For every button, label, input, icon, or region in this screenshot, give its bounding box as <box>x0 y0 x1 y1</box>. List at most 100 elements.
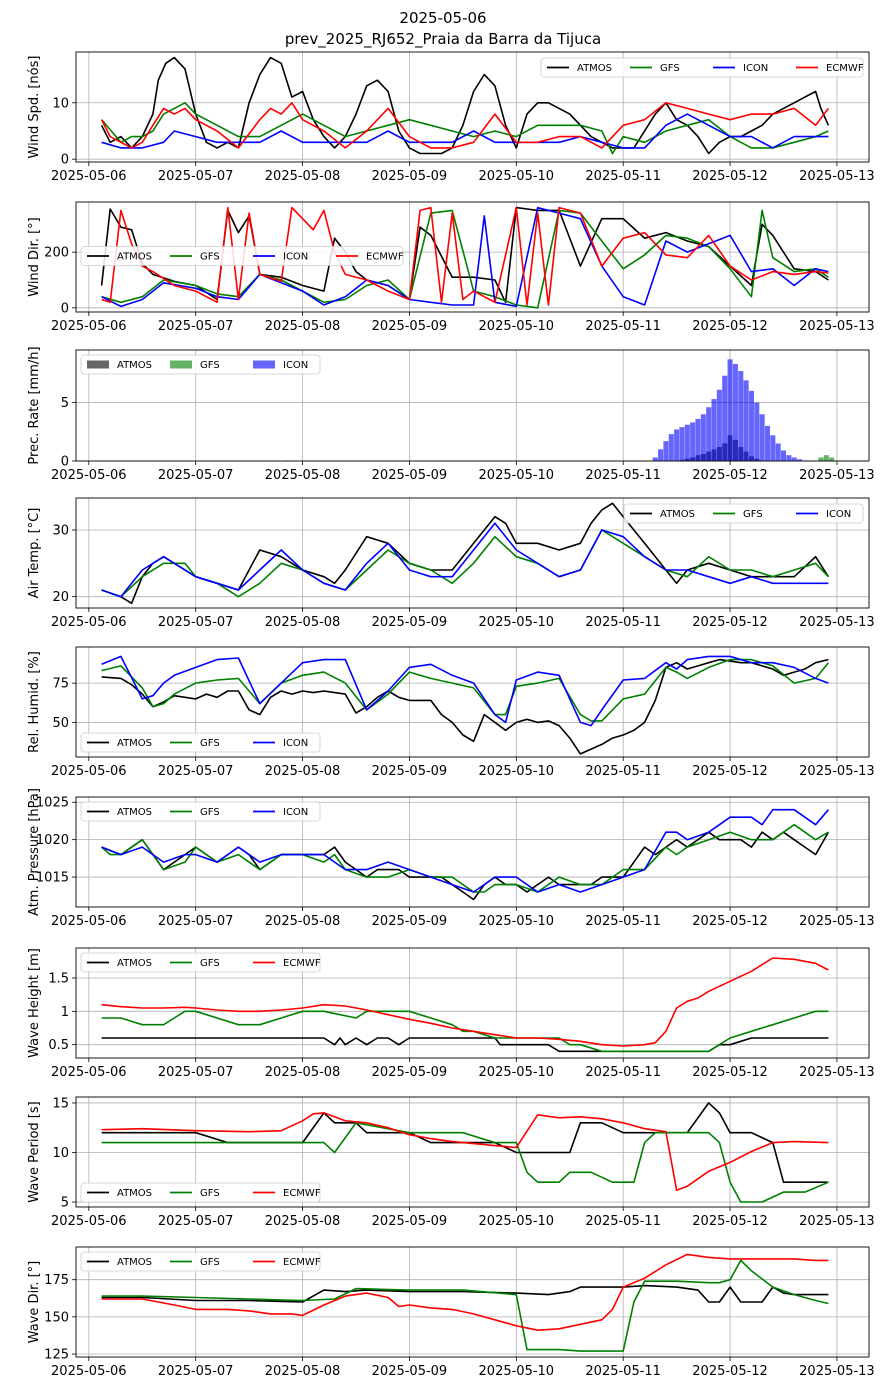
series-line-gfs <box>100 102 829 155</box>
y-tick-label: 75 <box>52 677 69 692</box>
legend-label-atmos: ATMOS <box>117 738 152 749</box>
y-tick-label: 50 <box>52 716 69 731</box>
plot-area <box>101 957 829 1053</box>
y-axis-label: Wind Spd. [nós] <box>27 56 42 159</box>
axes-frame <box>75 947 870 1059</box>
x-tick-label: 2025-05-08 <box>265 169 341 184</box>
x-tick-label: 2025-05-06 <box>51 1364 127 1379</box>
legend-box <box>80 952 321 973</box>
legend-label-gfs: GFS <box>200 958 220 969</box>
legend: ATMOS GFS ICON ECMWF <box>80 246 404 266</box>
y-axis-label: Wave Period [s] <box>27 1101 42 1202</box>
x-tick-label: 2025-05-09 <box>372 1065 448 1080</box>
bar-icon <box>658 449 664 461</box>
x-tick-label: 2025-05-06 <box>51 169 127 184</box>
y-tick-label: 1025 <box>36 796 69 811</box>
x-tick-label: 2025-05-07 <box>158 1364 234 1379</box>
legend-box <box>80 801 321 822</box>
x-tick-label: 2025-05-06 <box>51 615 127 630</box>
x-tick-label: 2025-05-12 <box>692 764 768 779</box>
x-tick-label: 2025-05-12 <box>692 1364 768 1379</box>
y-tick-label: 0 <box>61 301 69 316</box>
legend-box <box>80 246 404 266</box>
x-tick-label: 2025-05-12 <box>692 1214 768 1229</box>
legend-swatch-gfs <box>170 360 192 369</box>
plot-area <box>101 655 830 755</box>
legend-label-icon: ICON <box>283 252 308 263</box>
axes-frame <box>75 497 870 609</box>
panel-2: 2025-05-06 2025-05-07 2025-05-08 2025-05-09… <box>27 201 875 334</box>
bar-icon <box>716 389 722 461</box>
y-tick-label: 1 <box>61 1005 69 1020</box>
plot-area <box>101 502 830 605</box>
legend-box <box>623 503 864 524</box>
x-tick-label: 2025-05-09 <box>372 1214 448 1229</box>
x-tick-label: 2025-05-07 <box>158 914 234 929</box>
legend-label-ecmwf: ECMWF <box>283 1188 321 1199</box>
y-axis-label: Rel. Humid. [%] <box>27 651 42 753</box>
panel-5: 2025-05-06 2025-05-07 2025-05-08 2025-05-09… <box>27 646 875 779</box>
x-tick-label: 2025-05-07 <box>158 319 234 334</box>
legend-label-atmos: ATMOS <box>117 1257 152 1268</box>
series-line-icon <box>101 522 829 598</box>
series-line-gfs <box>101 209 829 309</box>
x-tick-label: 2025-05-07 <box>158 1065 234 1080</box>
axes-frame <box>75 51 870 163</box>
series-line-ecmwf <box>101 957 829 1047</box>
x-tick-label: 2025-05-06 <box>51 1065 127 1080</box>
x-tick-label: 2025-05-07 <box>158 615 234 630</box>
axes-frame <box>75 646 870 758</box>
legend-label-icon: ICON <box>283 738 308 749</box>
legend-label-atmos: ATMOS <box>117 1188 152 1199</box>
legend-box <box>80 1182 321 1203</box>
y-tick-label: 15 <box>52 1096 69 1111</box>
x-tick-label: 2025-05-08 <box>265 468 341 483</box>
series-line-gfs <box>101 658 830 722</box>
bar-icon <box>770 435 776 461</box>
y-axis-label: Prec. Rate [mm/h] <box>27 346 42 464</box>
figure-title-station: prev_2025_RJ652_Praia da Barra da Tijuca <box>285 30 601 49</box>
legend-label-gfs: GFS <box>200 1257 220 1268</box>
bar-icon <box>764 425 771 461</box>
x-tick-label: 2025-05-13 <box>799 1065 875 1080</box>
x-tick-label: 2025-05-09 <box>372 319 448 334</box>
panel-1: 2025-05-06 2025-05-07 2025-05-08 2025-05-09… <box>27 51 875 184</box>
y-tick-label: 0.5 <box>48 1038 69 1053</box>
x-tick-label: 2025-05-09 <box>372 764 448 779</box>
x-tick-label: 2025-05-11 <box>585 764 661 779</box>
legend-swatch-atmos <box>87 360 109 369</box>
x-tick-label: 2025-05-08 <box>265 615 341 630</box>
x-tick-label: 2025-05-11 <box>585 1065 661 1080</box>
panel-6: 2025-05-06 2025-05-07 2025-05-08 2025-05-09… <box>27 788 875 929</box>
x-tick-label: 2025-05-11 <box>585 319 661 334</box>
x-tick-label: 2025-05-13 <box>799 1364 875 1379</box>
x-tick-label: 2025-05-09 <box>372 169 448 184</box>
legend-box <box>80 354 321 375</box>
panel-4: 2025-05-06 2025-05-07 2025-05-08 2025-05-09… <box>27 497 875 630</box>
bar-gfs <box>823 455 829 461</box>
bar-icon <box>690 422 696 461</box>
series-line-gfs <box>101 529 829 598</box>
x-tick-label: 2025-05-06 <box>51 914 127 929</box>
x-tick-label: 2025-05-12 <box>692 169 768 184</box>
x-tick-label: 2025-05-11 <box>585 1364 661 1379</box>
legend-label-ecmwf: ECMWF <box>826 63 864 74</box>
legend: ATMOS GFS ICON <box>80 801 321 822</box>
y-tick-label: 20 <box>52 590 69 605</box>
axes-frame <box>75 201 870 313</box>
figure-title-date: 2025-05-06 <box>399 9 486 27</box>
x-tick-label: 2025-05-12 <box>692 914 768 929</box>
legend: ATMOS GFS ECMWF <box>80 1182 321 1203</box>
x-tick-label: 2025-05-10 <box>479 468 555 483</box>
x-tick-label: 2025-05-10 <box>479 1065 555 1080</box>
legend-label-atmos: ATMOS <box>577 63 612 74</box>
legend: ATMOS GFS ICON <box>80 354 321 375</box>
legend: ATMOS GFS ECMWF <box>80 1251 321 1272</box>
legend-label-gfs: GFS <box>200 738 220 749</box>
series-line-atmos <box>101 658 829 755</box>
bar-icon <box>668 434 674 461</box>
legend: ATMOS GFS ECMWF <box>80 952 321 973</box>
legend-box <box>80 732 321 753</box>
x-tick-label: 2025-05-09 <box>372 1364 448 1379</box>
